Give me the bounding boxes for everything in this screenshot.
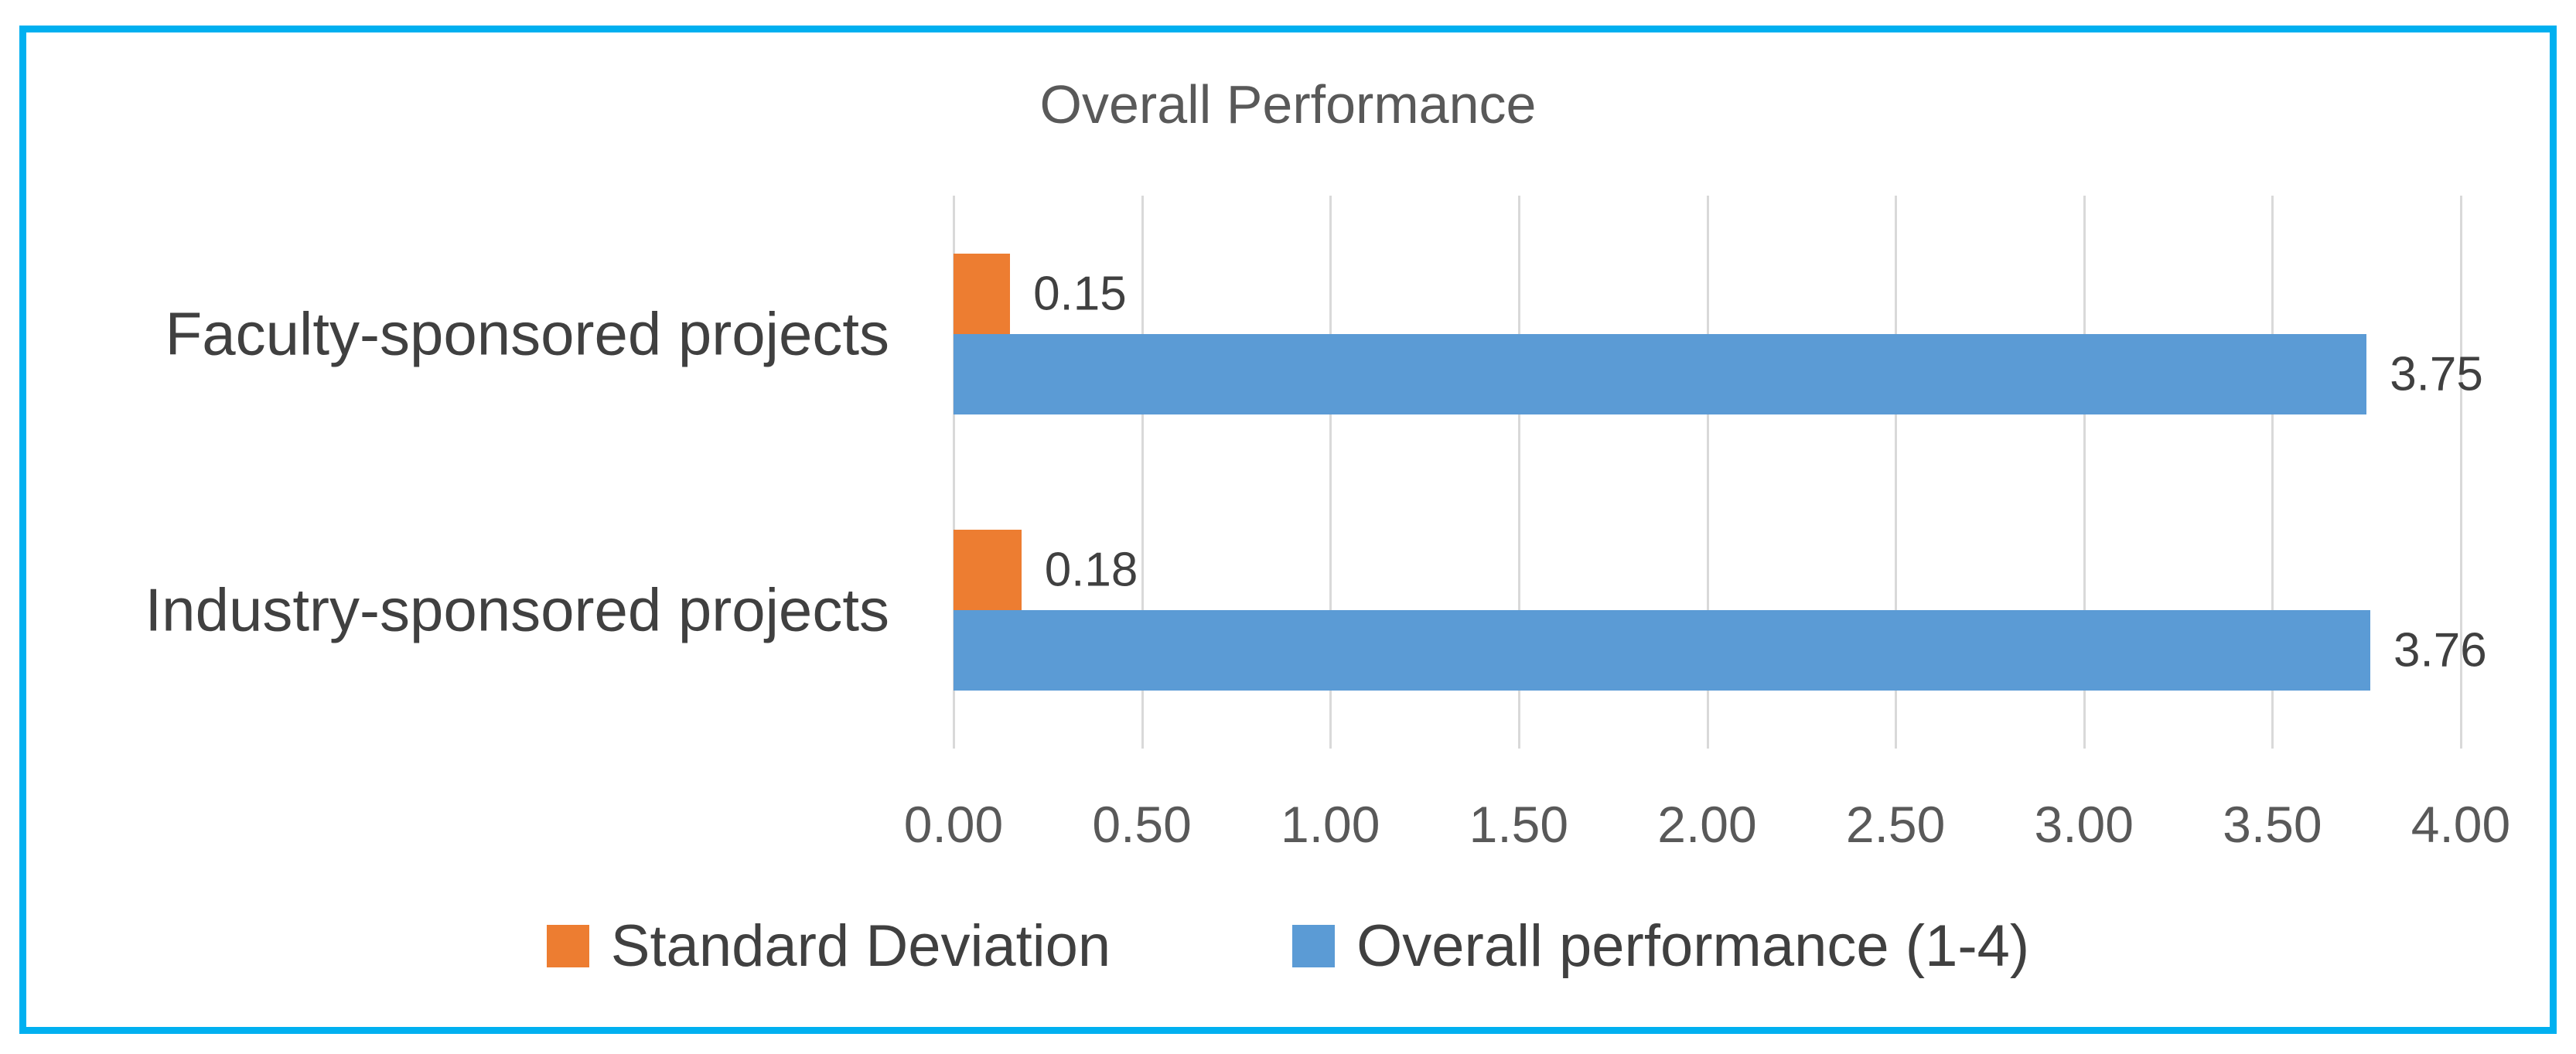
- gridline-x-1.50: [1517, 196, 1520, 749]
- category-label: Industry-sponsored projects: [145, 575, 889, 644]
- data-label: 0.15: [1033, 267, 1127, 321]
- data-label: 3.76: [2393, 623, 2487, 677]
- legend-label: Standard Deviation: [610, 912, 1111, 979]
- legend-label: Overall performance (1-4): [1356, 912, 2030, 979]
- data-label: 0.18: [1044, 543, 1138, 597]
- x-tick-label: 2.00: [1657, 796, 1757, 853]
- x-tick-label: 0.00: [903, 796, 1004, 853]
- gridline-x-0.00: [953, 196, 955, 749]
- x-tick-label: 4.00: [2411, 796, 2511, 853]
- x-tick-label: 3.50: [2223, 796, 2322, 853]
- bar-std-dev-faculty: [954, 253, 1011, 334]
- bar-std-dev-industry: [954, 530, 1022, 611]
- bar-overall-industry: [954, 610, 2371, 691]
- legend: Standard Deviation Overall performance (1…: [19, 903, 2557, 988]
- gridline-x-0.50: [1141, 196, 1144, 749]
- legend-swatch-icon: [1292, 924, 1336, 967]
- plot-area: 0.15 3.75 0.18 3.76: [953, 196, 2487, 749]
- gridline-x-1.00: [1329, 196, 1332, 749]
- x-tick-label: 2.50: [1845, 796, 1946, 853]
- x-tick-label: 0.50: [1092, 796, 1192, 853]
- gridline-x-3.00: [2083, 196, 2086, 749]
- legend-swatch-icon: [546, 924, 589, 967]
- x-tick-label: 1.50: [1469, 796, 1569, 853]
- bar-overall-faculty: [954, 333, 2367, 414]
- category-label: Faculty-sponsored projects: [165, 299, 889, 368]
- gridline-x-4.00: [2460, 196, 2462, 749]
- chart-title: Overall Performance: [1039, 74, 1537, 135]
- x-tick-label: 1.00: [1281, 796, 1380, 853]
- gridline-x-3.50: [2271, 196, 2274, 749]
- legend-item: Overall performance (1-4): [1292, 912, 2029, 980]
- chart-frame: [19, 26, 2557, 1034]
- gridline-x-2.50: [1895, 196, 1898, 749]
- x-tick-label: 3.00: [2034, 796, 2134, 853]
- data-label: 3.75: [2390, 347, 2483, 401]
- legend-item: Standard Deviation: [546, 912, 1111, 980]
- gridline-x-2.00: [1706, 196, 1709, 749]
